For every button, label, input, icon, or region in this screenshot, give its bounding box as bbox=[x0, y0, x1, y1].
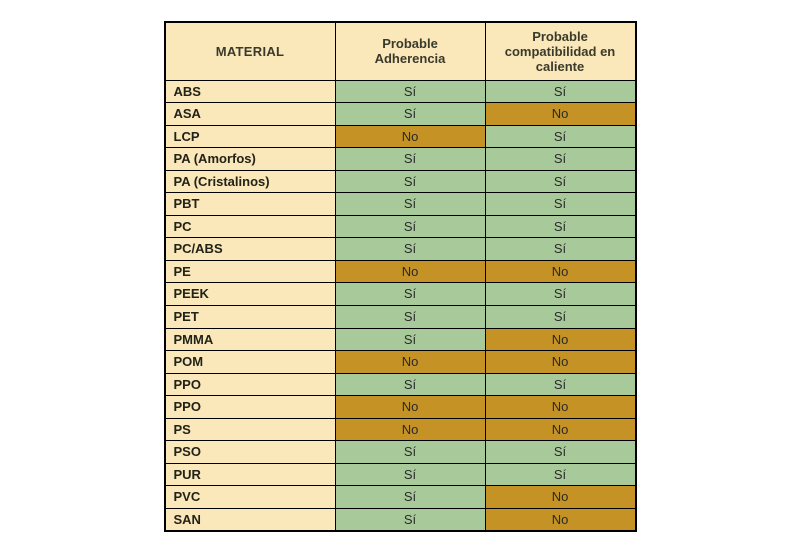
adherencia-cell: Sí bbox=[335, 486, 485, 509]
adherencia-cell: Sí bbox=[335, 283, 485, 306]
adherencia-cell: No bbox=[335, 260, 485, 283]
adherencia-cell: Sí bbox=[335, 170, 485, 193]
material-cell: PET bbox=[165, 306, 335, 329]
table-row: PVCSíNo bbox=[165, 486, 635, 509]
material-cell: PEEK bbox=[165, 283, 335, 306]
table-row: PPOSíSí bbox=[165, 373, 635, 396]
compat-cell: No bbox=[485, 418, 635, 441]
material-cell: SAN bbox=[165, 508, 335, 531]
table-row: ABSSíSí bbox=[165, 80, 635, 103]
adherencia-cell: Sí bbox=[335, 148, 485, 171]
table-row: PA (Cristalinos)SíSí bbox=[165, 170, 635, 193]
compat-cell: No bbox=[485, 486, 635, 509]
compat-cell: Sí bbox=[485, 463, 635, 486]
table-row: PENoNo bbox=[165, 260, 635, 283]
table-row: PPONoNo bbox=[165, 396, 635, 419]
table-body: ABSSíSíASASíNoLCPNoSíPA (Amorfos)SíSíPA … bbox=[165, 80, 635, 531]
compat-cell: Sí bbox=[485, 125, 635, 148]
adherencia-cell: No bbox=[335, 418, 485, 441]
material-cell: PPO bbox=[165, 396, 335, 419]
material-cell: PA (Amorfos) bbox=[165, 148, 335, 171]
compat-cell: No bbox=[485, 351, 635, 374]
material-cell: PC/ABS bbox=[165, 238, 335, 261]
compat-cell: Sí bbox=[485, 148, 635, 171]
table-row: PSNoNo bbox=[165, 418, 635, 441]
table-row: PMMASíNo bbox=[165, 328, 635, 351]
adherencia-cell: No bbox=[335, 125, 485, 148]
compat-cell: Sí bbox=[485, 238, 635, 261]
table-row: PURSíSí bbox=[165, 463, 635, 486]
material-cell: PUR bbox=[165, 463, 335, 486]
material-cell: LCP bbox=[165, 125, 335, 148]
table-row: PSOSíSí bbox=[165, 441, 635, 464]
adherencia-cell: Sí bbox=[335, 306, 485, 329]
material-cell: ABS bbox=[165, 80, 335, 103]
adherencia-cell: Sí bbox=[335, 215, 485, 238]
adherencia-cell: No bbox=[335, 396, 485, 419]
compat-cell: Sí bbox=[485, 306, 635, 329]
compat-cell: Sí bbox=[485, 441, 635, 464]
compatibility-table-wrap: MATERIAL Probable Adherencia Probable co… bbox=[164, 21, 637, 533]
adherencia-cell: Sí bbox=[335, 238, 485, 261]
compat-cell: Sí bbox=[485, 170, 635, 193]
header-compat: Probable compatibilidad en caliente bbox=[485, 22, 635, 80]
compat-cell: Sí bbox=[485, 215, 635, 238]
adherencia-cell: Sí bbox=[335, 441, 485, 464]
table-header: MATERIAL Probable Adherencia Probable co… bbox=[165, 22, 635, 80]
adherencia-cell: No bbox=[335, 351, 485, 374]
table-row: PEEKSíSí bbox=[165, 283, 635, 306]
material-cell: PMMA bbox=[165, 328, 335, 351]
table-row: PA (Amorfos)SíSí bbox=[165, 148, 635, 171]
adherencia-cell: Sí bbox=[335, 463, 485, 486]
compat-cell: No bbox=[485, 396, 635, 419]
compat-cell: Sí bbox=[485, 373, 635, 396]
material-cell: PVC bbox=[165, 486, 335, 509]
material-cell: PPO bbox=[165, 373, 335, 396]
compat-cell: No bbox=[485, 508, 635, 531]
header-material: MATERIAL bbox=[165, 22, 335, 80]
table-row: ASASíNo bbox=[165, 103, 635, 126]
table-row: PETSíSí bbox=[165, 306, 635, 329]
adherencia-cell: Sí bbox=[335, 373, 485, 396]
compatibility-table: MATERIAL Probable Adherencia Probable co… bbox=[165, 22, 636, 532]
table-row: PCSíSí bbox=[165, 215, 635, 238]
adherencia-cell: Sí bbox=[335, 193, 485, 216]
adherencia-cell: Sí bbox=[335, 80, 485, 103]
compat-cell: No bbox=[485, 328, 635, 351]
compat-cell: No bbox=[485, 260, 635, 283]
adherencia-cell: Sí bbox=[335, 103, 485, 126]
compat-cell: Sí bbox=[485, 283, 635, 306]
material-cell: PS bbox=[165, 418, 335, 441]
material-cell: PC bbox=[165, 215, 335, 238]
compat-cell: No bbox=[485, 103, 635, 126]
material-cell: PE bbox=[165, 260, 335, 283]
adherencia-cell: Sí bbox=[335, 328, 485, 351]
compat-cell: Sí bbox=[485, 193, 635, 216]
material-cell: PSO bbox=[165, 441, 335, 464]
material-cell: ASA bbox=[165, 103, 335, 126]
table-row: POMNoNo bbox=[165, 351, 635, 374]
header-adherencia: Probable Adherencia bbox=[335, 22, 485, 80]
table-row: PC/ABSSíSí bbox=[165, 238, 635, 261]
compat-cell: Sí bbox=[485, 80, 635, 103]
table-row: SANSíNo bbox=[165, 508, 635, 531]
adherencia-cell: Sí bbox=[335, 508, 485, 531]
table-row: LCPNoSí bbox=[165, 125, 635, 148]
material-cell: POM bbox=[165, 351, 335, 374]
table-row: PBTSíSí bbox=[165, 193, 635, 216]
material-cell: PA (Cristalinos) bbox=[165, 170, 335, 193]
material-cell: PBT bbox=[165, 193, 335, 216]
